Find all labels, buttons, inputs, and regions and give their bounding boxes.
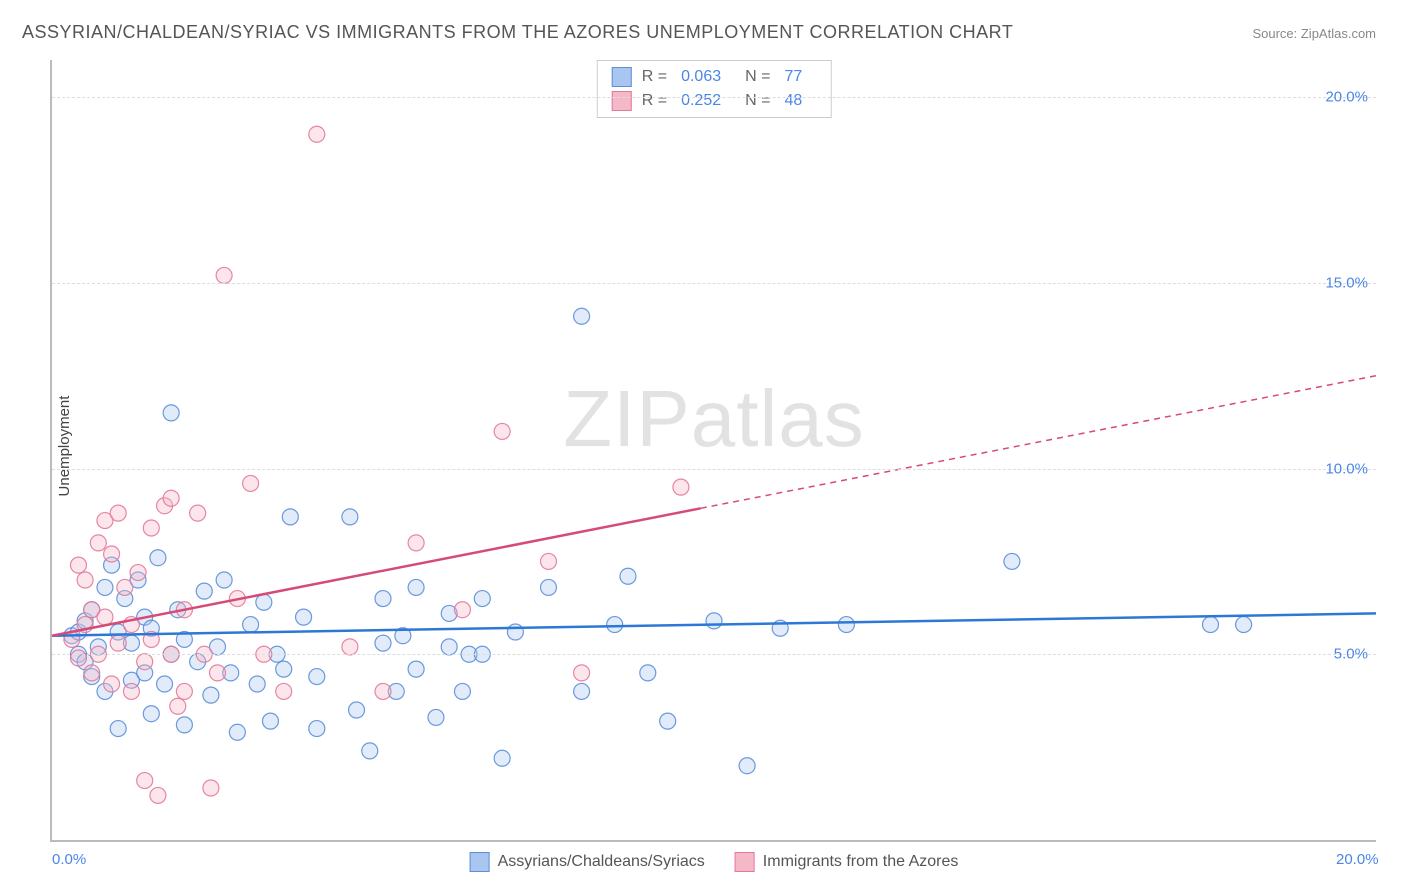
correlation-legend: R = 0.063 N = 77 R = 0.252 N = 48 <box>597 60 832 118</box>
n-value-azores: 48 <box>784 92 802 110</box>
n-label: N = <box>745 68 770 86</box>
source-label: Source: ZipAtlas.com <box>1252 26 1376 41</box>
chart-svg <box>52 60 1376 840</box>
r-value-azores: 0.252 <box>681 92 721 110</box>
swatch-azores <box>612 91 632 111</box>
ytick-label: 10.0% <box>1325 460 1368 477</box>
series-legend: Assyrians/Chaldeans/Syriacs Immigrants f… <box>470 852 959 872</box>
ytick-label: 15.0% <box>1325 274 1368 291</box>
r-label: R = <box>642 68 667 86</box>
swatch-assyrians <box>612 67 632 87</box>
n-label: N = <box>745 92 770 110</box>
legend-label-azores: Immigrants from the Azores <box>763 853 959 871</box>
xtick-label: 20.0% <box>1336 851 1379 868</box>
swatch-azores-bottom <box>735 852 755 872</box>
legend-row-assyrians: R = 0.063 N = 77 <box>612 65 817 89</box>
n-value-assyrians: 77 <box>784 68 802 86</box>
legend-label-assyrians: Assyrians/Chaldeans/Syriacs <box>498 853 705 871</box>
legend-row-azores: R = 0.252 N = 48 <box>612 89 817 113</box>
ytick-label: 20.0% <box>1325 89 1368 106</box>
legend-item-assyrians: Assyrians/Chaldeans/Syriacs <box>470 852 705 872</box>
legend-item-azores: Immigrants from the Azores <box>735 852 959 872</box>
swatch-assyrians-bottom <box>470 852 490 872</box>
r-label: R = <box>642 92 667 110</box>
chart-title: ASSYRIAN/CHALDEAN/SYRIAC VS IMMIGRANTS F… <box>22 22 1013 43</box>
ytick-label: 5.0% <box>1334 646 1368 663</box>
plot-area: ZIPatlas R = 0.063 N = 77 R = 0.252 N = … <box>50 60 1376 842</box>
r-value-assyrians: 0.063 <box>681 68 721 86</box>
xtick-label: 0.0% <box>52 851 86 868</box>
